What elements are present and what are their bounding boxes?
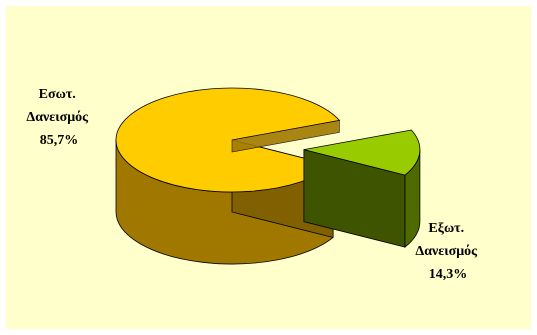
slice-top-external xyxy=(303,129,421,176)
slice-top-internal xyxy=(115,87,341,193)
pie-layer xyxy=(115,87,421,265)
slice-label-external: Εξωτ. Δανεισμός 14,3% xyxy=(415,221,480,282)
slice-inner-edge-internal xyxy=(231,120,340,153)
slice-label-internal: Εσωτ. Δανεισμός 85,7% xyxy=(26,87,91,148)
